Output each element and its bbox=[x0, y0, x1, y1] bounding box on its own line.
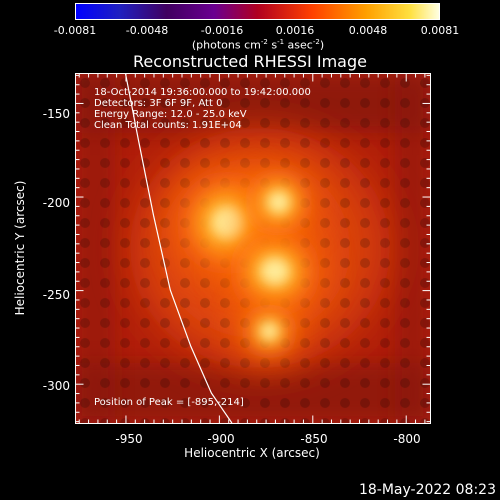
emission-source bbox=[260, 256, 290, 287]
x-tick-label: -950 bbox=[115, 432, 143, 446]
info-time-range: 18-Oct-2014 19:36:00.000 to 19:42:00.000 bbox=[94, 87, 311, 98]
x-tick-label: -850 bbox=[300, 432, 328, 446]
y-tick-label: -300 bbox=[42, 379, 70, 393]
plot-title: Reconstructed RHESSI Image bbox=[133, 52, 367, 71]
colorbar-tick-label: 0.0048 bbox=[348, 24, 388, 37]
emission-source bbox=[211, 205, 246, 240]
colorbar bbox=[75, 3, 440, 20]
x-axis-label: Heliocentric X (arcsec) bbox=[184, 446, 320, 460]
heatmap-image bbox=[75, 73, 430, 423]
y-axis-label: Heliocentric Y (arcsec) bbox=[13, 180, 27, 316]
colorbar-tick-label: -0.0016 bbox=[200, 24, 244, 37]
y-tick-label: -150 bbox=[42, 107, 70, 121]
x-tick-label: -800 bbox=[393, 432, 421, 446]
colorbar-tick-label: 0.0081 bbox=[420, 24, 460, 37]
peak-position-label: Position of Peak = [-895,-214] bbox=[94, 397, 244, 408]
timestamp: 18-May-2022 08:23 bbox=[358, 482, 496, 498]
x-tick-label: -900 bbox=[207, 432, 235, 446]
y-tick-label: -250 bbox=[42, 288, 70, 302]
info-clean-counts: Clean Total counts: 1.91E+04 bbox=[94, 120, 242, 131]
info-energy-range: Energy Range: 12.0 - 25.0 keV bbox=[94, 109, 247, 120]
solar-limb-curve bbox=[124, 73, 233, 423]
emission-source bbox=[260, 321, 279, 341]
colorbar-tick-label: 0.0016 bbox=[275, 24, 315, 37]
info-detectors: Detectors: 3F 6F 9F, Att 0 bbox=[94, 98, 223, 109]
y-tick-label: -200 bbox=[42, 196, 70, 210]
colorbar-units: (photons cm-2 s-1 asec-2) bbox=[191, 38, 325, 52]
colorbar-tick-label: -0.0048 bbox=[125, 24, 169, 37]
emission-source bbox=[267, 190, 291, 214]
colorbar-tick-label: -0.0081 bbox=[53, 24, 97, 37]
plot-area bbox=[75, 73, 430, 423]
